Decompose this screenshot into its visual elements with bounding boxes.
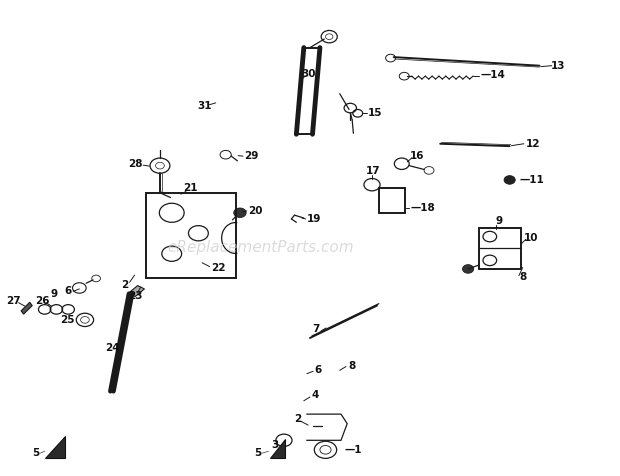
Text: 15: 15 [368, 108, 383, 119]
Text: 13: 13 [551, 60, 565, 71]
Text: 2: 2 [294, 414, 301, 424]
Text: 24: 24 [105, 343, 120, 354]
Text: 17: 17 [366, 166, 381, 177]
Circle shape [463, 265, 474, 273]
Text: 21: 21 [183, 183, 198, 194]
Text: 6: 6 [64, 286, 71, 297]
Text: 16: 16 [409, 151, 424, 161]
Text: —14: —14 [480, 69, 505, 80]
Text: 29: 29 [244, 151, 258, 161]
Polygon shape [21, 302, 32, 314]
Text: 6: 6 [314, 365, 322, 376]
Text: 8: 8 [519, 272, 526, 282]
Text: —11: —11 [520, 175, 544, 185]
Text: 8: 8 [348, 360, 356, 371]
Text: 30: 30 [301, 69, 316, 79]
Text: 4: 4 [311, 390, 319, 400]
Text: 5: 5 [32, 448, 40, 458]
Text: 2: 2 [122, 279, 129, 290]
Text: —1: —1 [344, 445, 361, 455]
Text: 19: 19 [307, 214, 321, 224]
Text: 12: 12 [526, 139, 540, 149]
Polygon shape [270, 439, 285, 458]
Text: eReplacementParts.com: eReplacementParts.com [167, 240, 354, 255]
Text: 27: 27 [6, 296, 21, 306]
Text: 10: 10 [524, 233, 539, 243]
Polygon shape [129, 286, 144, 297]
Text: 3: 3 [272, 440, 279, 450]
Polygon shape [45, 436, 65, 458]
Circle shape [504, 176, 515, 184]
Text: 5: 5 [254, 448, 262, 458]
Text: 23: 23 [128, 291, 143, 301]
Text: 25: 25 [60, 315, 74, 325]
Text: 28: 28 [128, 159, 143, 169]
Text: 9: 9 [495, 216, 503, 227]
Text: 9: 9 [51, 289, 58, 299]
Text: 7: 7 [312, 324, 320, 335]
Text: —18: —18 [410, 203, 435, 214]
Text: 22: 22 [211, 263, 225, 273]
Circle shape [234, 208, 246, 218]
Text: 20: 20 [248, 206, 262, 216]
Text: 31: 31 [197, 101, 212, 111]
Text: 26: 26 [35, 296, 50, 306]
Bar [146, 193, 236, 278]
